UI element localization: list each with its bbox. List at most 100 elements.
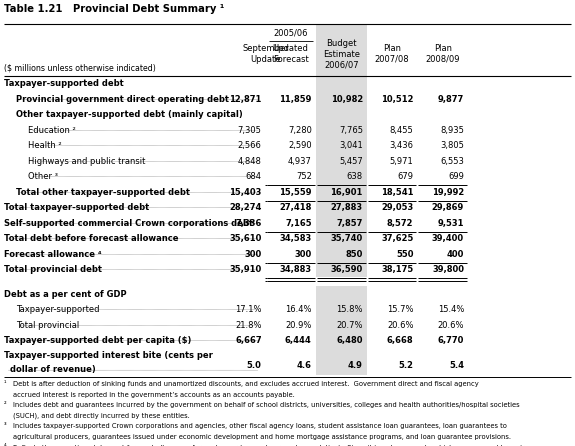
Bar	[316, 169, 367, 185]
Bar	[316, 262, 367, 277]
Text: Plan
2007/08: Plan 2007/08	[375, 45, 409, 64]
Text: 8,572: 8,572	[387, 219, 413, 228]
Bar	[316, 107, 367, 123]
Text: 3,805: 3,805	[440, 141, 464, 150]
Text: 12,871: 12,871	[229, 95, 262, 104]
Text: ³: ³	[4, 424, 7, 429]
Text: 10,982: 10,982	[331, 95, 363, 104]
Text: Table 1.21   Provincial Debt Summary ¹: Table 1.21 Provincial Debt Summary ¹	[4, 4, 224, 14]
Bar	[316, 333, 367, 348]
Text: accrued interest is reported in the government’s accounts as an accounts payable: accrued interest is reported in the gove…	[13, 392, 295, 398]
Bar	[316, 138, 367, 153]
Text: Updated
Forecast: Updated Forecast	[273, 45, 309, 64]
Text: 4.6: 4.6	[297, 361, 312, 370]
Text: Education ²: Education ²	[28, 126, 76, 135]
Text: Debt is after deduction of sinking funds and unamortized discounts, and excludes: Debt is after deduction of sinking funds…	[13, 381, 479, 388]
Text: Provincial government direct operating debt: Provincial government direct operating d…	[16, 95, 229, 104]
Text: 752: 752	[296, 172, 312, 181]
Text: Other taxpayer-supported debt (mainly capital): Other taxpayer-supported debt (mainly ca…	[16, 110, 243, 119]
Text: Self-supported commercial Crown corporations debt: Self-supported commercial Crown corporat…	[4, 219, 253, 228]
Text: 6,668: 6,668	[387, 336, 413, 345]
Text: 400: 400	[447, 250, 464, 259]
Text: ¹: ¹	[4, 381, 7, 388]
Text: Includes debt and guarantees incurred by the government on behalf of school dist: Includes debt and guarantees incurred by…	[13, 402, 520, 409]
Text: 850: 850	[346, 250, 363, 259]
Text: Taxpayer-supported debt per capita ($): Taxpayer-supported debt per capita ($)	[4, 336, 191, 345]
Bar	[316, 302, 367, 318]
Text: ⁴: ⁴	[4, 445, 7, 446]
Text: 638: 638	[347, 172, 363, 181]
Text: 20.9%: 20.9%	[285, 321, 312, 330]
Bar	[316, 247, 367, 262]
Text: Reflects the operating statement forecast allowance for each year (amounts are n: Reflects the operating statement forecas…	[13, 445, 529, 446]
Text: 7,765: 7,765	[339, 126, 363, 135]
Text: 699: 699	[448, 172, 464, 181]
Text: Highways and public transit: Highways and public transit	[28, 157, 145, 166]
Text: 29,869: 29,869	[432, 203, 464, 212]
Text: 16,901: 16,901	[331, 188, 363, 197]
Bar	[316, 185, 367, 200]
Text: Total debt before forecast allowance: Total debt before forecast allowance	[4, 234, 178, 243]
Text: Total provincial debt: Total provincial debt	[4, 265, 102, 274]
Text: ($ millions unless otherwise indicated): ($ millions unless otherwise indicated)	[4, 63, 156, 72]
Bar	[316, 215, 367, 231]
Text: 8,455: 8,455	[390, 126, 413, 135]
Text: Taxpayer-supported interest bite (cents per: Taxpayer-supported interest bite (cents …	[4, 351, 213, 360]
Text: Total provincial: Total provincial	[16, 321, 79, 330]
Text: Total other taxpayer-supported debt: Total other taxpayer-supported debt	[16, 188, 190, 197]
Text: 5.4: 5.4	[449, 361, 464, 370]
Text: 34,583: 34,583	[279, 234, 312, 243]
Text: 20.7%: 20.7%	[336, 321, 363, 330]
Text: 300: 300	[244, 250, 262, 259]
Text: 19,992: 19,992	[432, 188, 464, 197]
Text: 36,590: 36,590	[331, 265, 363, 274]
Text: Includes taxpayer-supported Crown corporations and agencies, other fiscal agency: Includes taxpayer-supported Crown corpor…	[13, 424, 507, 429]
Text: 29,053: 29,053	[381, 203, 413, 212]
Text: Health ²: Health ²	[28, 141, 62, 150]
Bar	[316, 123, 367, 138]
Text: 6,553: 6,553	[440, 157, 464, 166]
Text: 5.0: 5.0	[247, 361, 262, 370]
Text: 3,041: 3,041	[339, 141, 363, 150]
Text: 27,883: 27,883	[331, 203, 363, 212]
Text: 15.4%: 15.4%	[438, 305, 464, 314]
Text: 7,305: 7,305	[238, 126, 262, 135]
Bar	[316, 76, 367, 91]
Text: 37,625: 37,625	[381, 234, 413, 243]
Text: 6,770: 6,770	[438, 336, 464, 345]
Text: 5,457: 5,457	[339, 157, 363, 166]
Text: 15.8%: 15.8%	[336, 305, 363, 314]
Text: 34,883: 34,883	[279, 265, 312, 274]
Text: 4,937: 4,937	[288, 157, 312, 166]
Text: 2,590: 2,590	[288, 141, 312, 150]
Text: 6,480: 6,480	[336, 336, 363, 345]
Bar	[316, 231, 367, 247]
Text: Plan
2008/09: Plan 2008/09	[426, 45, 460, 64]
Text: September
Update: September Update	[242, 45, 289, 64]
Bar	[316, 348, 367, 376]
Text: 550: 550	[396, 250, 413, 259]
Text: 7,336: 7,336	[235, 219, 262, 228]
Text: 10,512: 10,512	[381, 95, 413, 104]
Bar	[316, 318, 367, 333]
Text: 16.4%: 16.4%	[285, 305, 312, 314]
Text: 300: 300	[294, 250, 312, 259]
Text: 20.6%: 20.6%	[438, 321, 464, 330]
Text: Total taxpayer-supported debt: Total taxpayer-supported debt	[4, 203, 150, 212]
Text: 4.9: 4.9	[348, 361, 363, 370]
Text: ²: ²	[4, 402, 7, 409]
Text: 15,559: 15,559	[279, 188, 312, 197]
Text: Taxpayer-supported debt: Taxpayer-supported debt	[4, 79, 124, 88]
Text: Other ³: Other ³	[28, 172, 58, 181]
Text: 5.2: 5.2	[398, 361, 413, 370]
Bar	[316, 24, 367, 76]
Text: Taxpayer-supported: Taxpayer-supported	[16, 305, 99, 314]
Bar	[316, 153, 367, 169]
Text: 3,436: 3,436	[389, 141, 413, 150]
Text: 7,280: 7,280	[288, 126, 312, 135]
Text: 20.6%: 20.6%	[387, 321, 413, 330]
Text: 17.1%: 17.1%	[235, 305, 262, 314]
Text: 9,877: 9,877	[438, 95, 464, 104]
Text: 21.8%: 21.8%	[235, 321, 262, 330]
Text: 6,667: 6,667	[235, 336, 262, 345]
